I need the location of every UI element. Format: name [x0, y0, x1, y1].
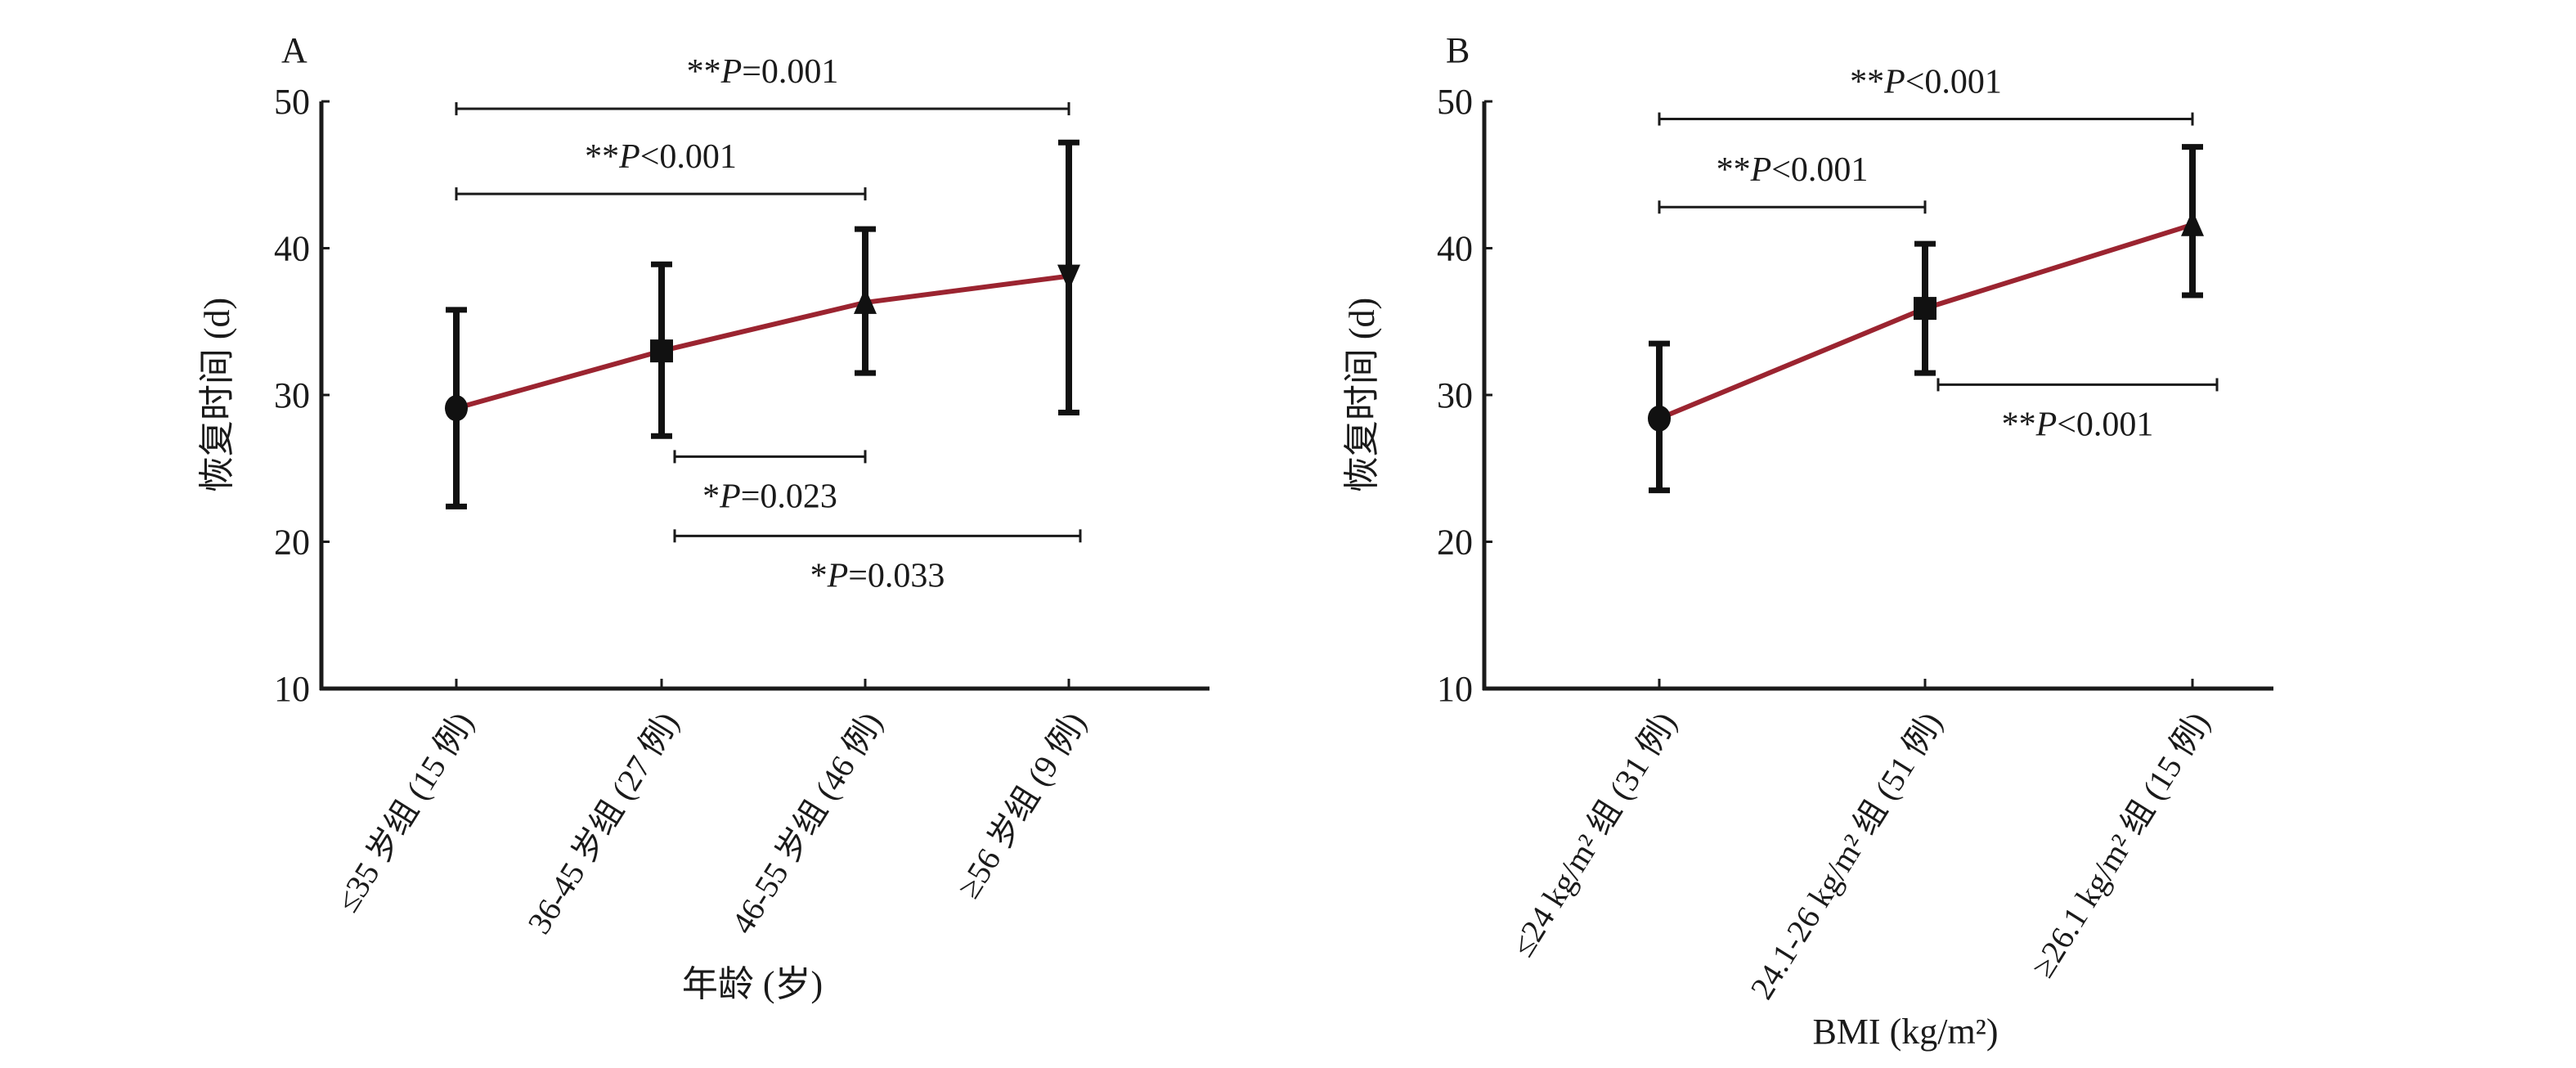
significance-stars: ** [1850, 64, 1884, 101]
p-value-label: *P=0.023 [702, 478, 837, 515]
significance-bracket: **P=0.001 [455, 53, 1070, 115]
p-symbol: P [827, 557, 849, 595]
significance-stars: ** [1717, 151, 1751, 189]
p-value-label: **P<0.001 [2002, 406, 2154, 443]
y-tick-label: 20 [1437, 523, 1473, 563]
panel-label: B [1446, 30, 1470, 70]
significance-bracket: **P<0.001 [1936, 378, 2219, 443]
data-point-triangle-down [1057, 264, 1080, 291]
x-tick-label: 46-55 岁组 (46 例) [724, 706, 889, 940]
panel-b: B 10 20 30 40 50 ≤24 kg/m² 组 (31 例) 24.1-26 kg/… [1342, 30, 2273, 1052]
y-tick-label: 20 [274, 523, 310, 563]
p-value: <0.001 [2057, 406, 2153, 443]
panel-a: A 10 20 30 40 50 ≤35 岁组 (15 例) 36-45 岁组 (27 例) 4… [197, 30, 1209, 1004]
x-axis-label: 年龄 (岁) [682, 964, 823, 1004]
p-value-label: **P<0.001 [585, 138, 737, 176]
significance-bracket: **P<0.001 [455, 138, 867, 201]
p-symbol: P [2035, 406, 2058, 443]
data-point-square [1914, 297, 1936, 321]
y-tick-label: 30 [1437, 375, 1473, 415]
significance-stars: ** [687, 53, 721, 91]
significance-bracket: **P<0.001 [1658, 64, 2194, 126]
p-value: <0.001 [1771, 151, 1868, 189]
y-tick-label: 50 [1437, 82, 1473, 122]
p-symbol: P [618, 138, 640, 176]
p-value-label: **P<0.001 [1717, 151, 1869, 189]
significance-bracket: *P=0.033 [673, 529, 1082, 595]
p-value-label: *P=0.033 [810, 557, 945, 595]
y-tick-label: 10 [1437, 669, 1473, 709]
y-axis-label: 恢复时间 (d) [1342, 298, 1382, 492]
y-tick-label: 30 [274, 375, 310, 415]
series-line [456, 273, 1070, 411]
significance-bracket: **P<0.001 [1658, 151, 1927, 214]
p-value-label: **P<0.001 [1850, 64, 2002, 101]
data-point-circle [1648, 405, 1671, 432]
x-axis-label: BMI (kg/m²) [1812, 1012, 1998, 1052]
y-tick-label: 40 [1437, 229, 1473, 269]
x-tick-label: ≤24 kg/m² 组 (31 例) [1504, 706, 1684, 963]
x-tick-label: ≥56 岁组 (9 例) [949, 706, 1093, 904]
significance-stars: * [810, 557, 828, 595]
p-symbol: P [719, 478, 741, 515]
p-symbol: P [1750, 151, 1772, 189]
data-point-square [650, 339, 673, 363]
data-point-triangle-up [854, 287, 877, 314]
x-tick-label: 36-45 岁组 (27 例) [520, 706, 685, 940]
p-symbol: P [1883, 64, 1905, 101]
p-value: <0.001 [1905, 64, 2002, 101]
x-tick-label: ≥26.1 kg/m² 组 (15 例) [2024, 706, 2217, 984]
p-symbol: P [720, 53, 743, 91]
p-value: <0.001 [640, 138, 737, 176]
significance-stars: ** [2002, 406, 2036, 443]
x-tick-label: 24.1-26 kg/m² 组 (51 例) [1743, 706, 1949, 1006]
significance-stars: ** [585, 138, 619, 176]
data-point-circle [445, 395, 468, 422]
data-point-triangle-up [2181, 209, 2204, 236]
significance-stars: * [702, 478, 720, 515]
p-value-label: **P=0.001 [687, 53, 839, 91]
x-tick-label: ≤35 岁组 (15 例) [329, 706, 481, 918]
panel-label: A [281, 30, 307, 70]
p-value: =0.001 [742, 53, 838, 91]
y-tick-label: 40 [274, 229, 310, 269]
p-value: =0.023 [741, 478, 837, 515]
significance-bracket: *P=0.023 [673, 450, 867, 515]
y-axis-label: 恢复时间 (d) [197, 298, 237, 492]
y-tick-label: 10 [274, 669, 310, 709]
p-value: =0.033 [848, 557, 945, 595]
y-tick-label: 50 [274, 82, 310, 122]
